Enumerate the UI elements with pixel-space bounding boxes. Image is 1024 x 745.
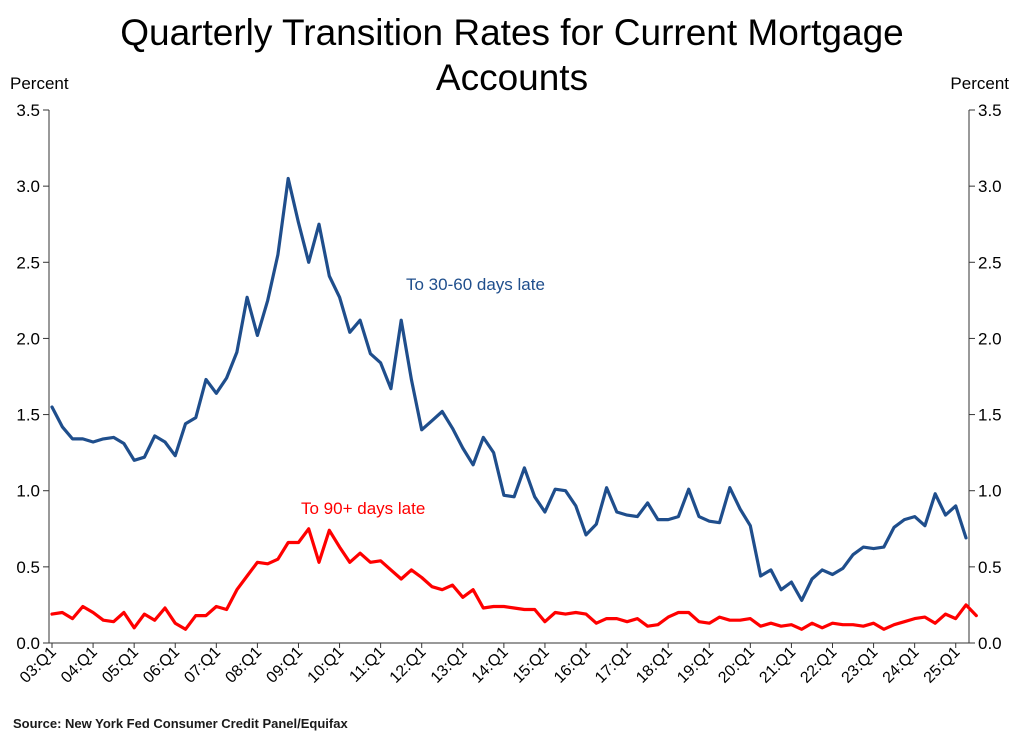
- chart-title: Quarterly Transition Rates for Current M…: [0, 10, 1024, 100]
- x-tick-label: 24:Q1: [880, 644, 923, 687]
- x-tick-label: 25:Q1: [921, 644, 964, 687]
- series-label-90-plus-days-late: To 90+ days late: [301, 499, 425, 518]
- x-tick-label: 04:Q1: [58, 644, 101, 687]
- x-tick-label: 15:Q1: [510, 644, 553, 687]
- left-axis-unit-label: Percent: [10, 74, 69, 93]
- x-tick-label: 06:Q1: [140, 644, 183, 687]
- plot-area: [48, 110, 970, 644]
- x-tick-label: 09:Q1: [263, 644, 306, 687]
- series-line-30-60-days-late: [50, 176, 968, 603]
- x-tick-label: 07:Q1: [181, 644, 224, 687]
- x-tick-label: 17:Q1: [592, 644, 635, 687]
- right-y-tick-label: 3.5: [978, 101, 1002, 120]
- source-note: Source: New York Fed Consumer Credit Pan…: [13, 716, 348, 731]
- x-axis: 03:Q104:Q105:Q106:Q107:Q108:Q109:Q110:Q1…: [17, 643, 964, 687]
- x-tick-label: 12:Q1: [387, 644, 430, 687]
- x-tick-label: 21:Q1: [756, 644, 799, 687]
- right-y-tick-label: 1.0: [978, 482, 1002, 501]
- series-label-30-60-days-late: To 30-60 days late: [406, 275, 545, 294]
- left-y-tick-label: 0.0: [16, 634, 40, 653]
- chart-title-line1: Quarterly Transition Rates for Current M…: [120, 12, 904, 53]
- x-tick-label: 23:Q1: [839, 644, 882, 687]
- left-y-tick-label: 2.0: [16, 329, 40, 348]
- x-tick-label: 18:Q1: [633, 644, 676, 687]
- x-tick-label: 08:Q1: [222, 644, 265, 687]
- left-y-tick-label: 2.5: [16, 253, 40, 272]
- right-y-tick-label: 2.0: [978, 329, 1002, 348]
- left-y-tick-label: 0.5: [16, 558, 40, 577]
- x-tick-label: 20:Q1: [715, 644, 758, 687]
- left-y-tick-label: 3.0: [16, 177, 40, 196]
- left-y-axis: 0.0 0.5 1.0 1.5 2.0 2.5 3.0 3.5: [16, 101, 49, 653]
- right-y-axis: 0.0 0.5 1.0 1.5 2.0 2.5 3.0 3.5: [969, 101, 1002, 653]
- series-layer: [50, 176, 978, 631]
- right-y-tick-label: 1.5: [978, 406, 1002, 425]
- x-tick-label: 10:Q1: [305, 644, 348, 687]
- left-y-tick-label: 1.0: [16, 482, 40, 501]
- x-tick-label: 22:Q1: [797, 644, 840, 687]
- left-y-tick-label: 3.5: [16, 101, 40, 120]
- x-tick-label: 13:Q1: [428, 644, 471, 687]
- right-y-tick-label: 0.0: [978, 634, 1002, 653]
- chart-title-line2: Accounts: [435, 57, 589, 98]
- x-tick-label: 05:Q1: [99, 644, 142, 687]
- right-axis-unit-label: Percent: [950, 74, 1009, 93]
- x-tick-label: 11:Q1: [346, 644, 388, 686]
- x-tick-label: 16:Q1: [551, 644, 594, 687]
- right-y-tick-label: 0.5: [978, 558, 1002, 577]
- series-line-90-plus-days-late: [50, 527, 978, 631]
- x-tick-label: 14:Q1: [469, 644, 512, 687]
- x-tick-label: 19:Q1: [674, 644, 717, 687]
- right-y-tick-label: 2.5: [978, 253, 1002, 272]
- right-y-tick-label: 3.0: [978, 177, 1002, 196]
- left-y-tick-label: 1.5: [16, 406, 40, 425]
